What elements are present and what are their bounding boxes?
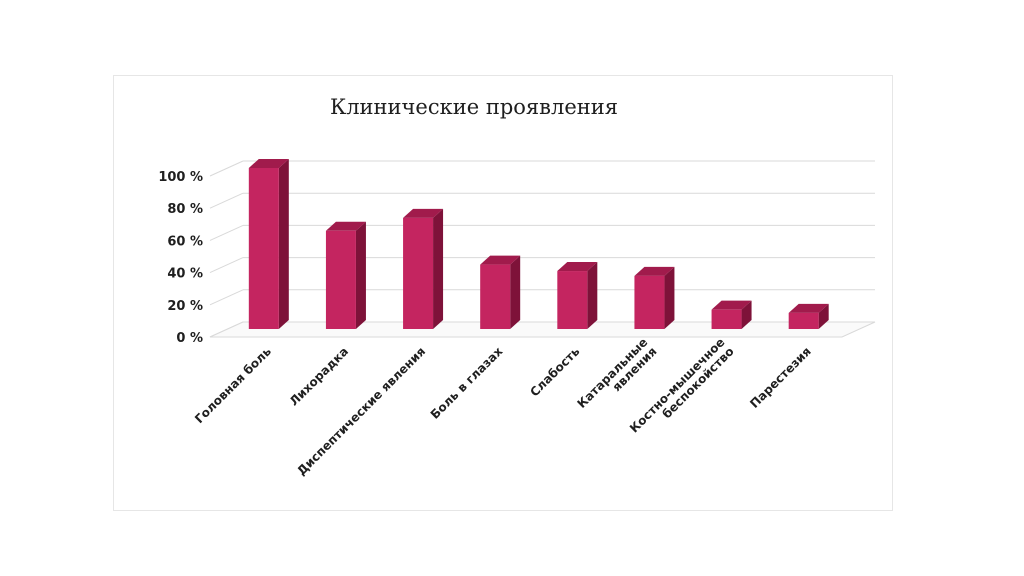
bar-front — [403, 217, 434, 329]
y-axis: 0 % 20 % 40 % 60 % 80 % 100 % — [158, 170, 203, 346]
gridline-wall — [209, 224, 244, 241]
y-tick-label: 80 % — [167, 202, 203, 217]
chart-title: Клинические проявления — [329, 95, 619, 119]
chart-floor — [209, 321, 876, 338]
bar — [634, 266, 675, 329]
y-tick-label: 0 % — [176, 331, 203, 346]
y-tick-label: 60 % — [167, 234, 203, 249]
y-tick-label: 20 % — [167, 299, 203, 314]
bar-top — [557, 262, 598, 272]
bar-side — [818, 303, 829, 329]
bar-top — [634, 266, 675, 276]
bar — [788, 303, 829, 329]
bar-side — [741, 300, 752, 329]
x-tick-label: Боль в глазах — [428, 344, 506, 422]
bar-front — [711, 309, 742, 329]
gridline-wall — [209, 289, 244, 306]
bar-side — [510, 255, 521, 329]
bar-side — [433, 208, 444, 329]
bar-top — [403, 208, 444, 218]
y-tick-label: 40 % — [167, 267, 203, 282]
bar-front — [480, 264, 511, 329]
bar-front — [788, 312, 819, 329]
bar — [711, 300, 752, 329]
bar-front — [325, 230, 356, 329]
bar-front — [557, 271, 588, 329]
bar — [480, 255, 521, 329]
bar — [403, 208, 444, 329]
gridline-wall — [209, 257, 244, 274]
bar-top — [788, 303, 829, 313]
x-tick-label: Слабость — [527, 344, 582, 399]
x-tick-line: Боль в глазах — [428, 344, 506, 422]
bar — [557, 262, 598, 329]
x-tick-line: Парестезия — [747, 344, 814, 411]
bar-top — [325, 221, 366, 231]
x-tick-label: Лихорадка — [287, 344, 351, 408]
y-tick-label: 100 % — [158, 170, 203, 185]
x-tick-label: Диспептические явления — [294, 344, 428, 478]
bar — [325, 221, 366, 329]
bar-side — [355, 221, 366, 329]
x-tick-line: Лихорадка — [287, 344, 351, 408]
gridlines — [209, 160, 876, 338]
x-tick-label: Головная боль — [192, 344, 274, 426]
x-tick-line: Головная боль — [192, 344, 274, 426]
bar-top — [480, 255, 521, 265]
bars — [248, 159, 829, 329]
bar-side — [278, 159, 289, 329]
x-tick-label: Парестезия — [747, 344, 814, 411]
gridline-wall — [209, 192, 244, 209]
x-tick-line: Диспептические явления — [294, 344, 428, 478]
x-tick-line: Слабость — [527, 344, 582, 399]
bar-side — [587, 262, 598, 329]
bar-side — [664, 266, 675, 329]
gridline-wall — [209, 160, 244, 177]
bar-front — [248, 168, 279, 329]
bar-top — [711, 300, 752, 310]
bar-front — [634, 275, 665, 329]
bar-top — [248, 159, 289, 168]
bar — [248, 159, 289, 329]
